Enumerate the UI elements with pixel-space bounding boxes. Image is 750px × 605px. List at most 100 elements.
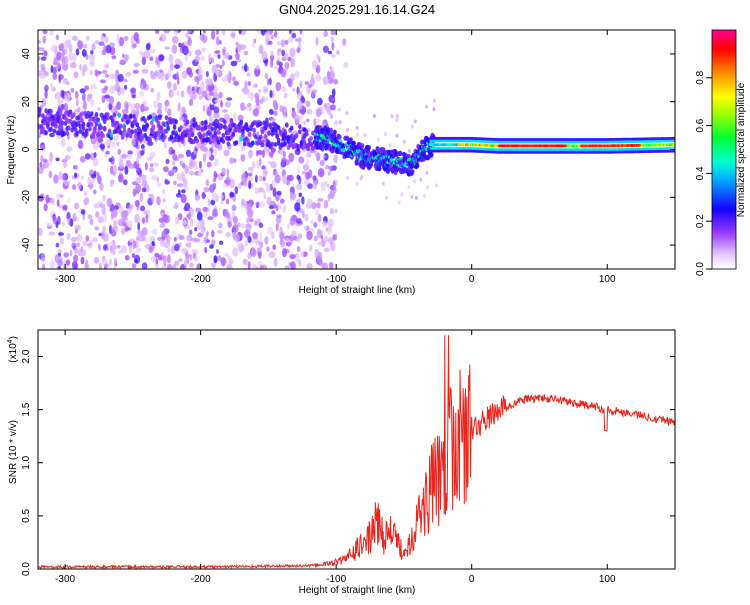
spectrogram-cell-666 xyxy=(288,152,295,161)
spectrogram-cell-763 xyxy=(213,170,218,180)
spectrogram-cell-1396 xyxy=(312,175,317,181)
spectrogram-cell-373 xyxy=(310,202,317,210)
spectrogram-cell-469 xyxy=(141,187,147,193)
spectrogram-cell-670 xyxy=(91,43,96,51)
spectrogram-cell-2049 xyxy=(301,145,305,151)
spectrogram-cell-1495 xyxy=(135,183,142,193)
spectrogram-cell-1994 xyxy=(270,141,275,147)
spectrogram-cell-1156 xyxy=(270,34,274,40)
spectrogram-cell-1225 xyxy=(262,176,266,182)
spectrogram-cell-573 xyxy=(130,87,137,94)
spectrogram-cell-1223 xyxy=(306,158,309,166)
spectrogram-cell-1657 xyxy=(88,118,92,123)
spectrogram-cell-897 xyxy=(38,40,42,44)
spectrogram-cell-522 xyxy=(232,215,238,225)
spectrogram-cell-595 xyxy=(196,143,200,150)
spectrogram-cell-1191 xyxy=(188,229,193,235)
spectrogram-cell-1346 xyxy=(248,180,252,190)
spectrogram-cell-1195 xyxy=(121,88,126,93)
spectrogram-cell-1214 xyxy=(69,61,77,69)
spectrogram-cell-715 xyxy=(251,263,257,269)
spectrogram-cell-1885 xyxy=(211,138,216,144)
spectrogram-cell-1534 xyxy=(385,195,388,200)
snr-frame xyxy=(37,329,676,570)
spectrogram-cell-896 xyxy=(113,135,120,141)
spectrogram-cell-1189 xyxy=(209,244,214,249)
spectrogram-cell-22 xyxy=(173,180,177,186)
spectrogram-cell-20 xyxy=(141,174,147,181)
spectrogram-cell-2066 xyxy=(309,141,314,147)
spectrogram-cell-1251 xyxy=(92,236,98,243)
spectrogram-cell-1064 xyxy=(187,37,192,47)
spectrogram-cell-850 xyxy=(105,150,110,155)
spectrogram-cell-1542 xyxy=(434,183,438,188)
svg-text:(x104): (x104) xyxy=(7,336,19,363)
spectrogram-cell-1417 xyxy=(141,68,149,74)
spectrogram-cell-1468 xyxy=(63,179,70,187)
spectrogram-cell-1347 xyxy=(38,166,44,174)
spectrogram-cell-1078 xyxy=(213,113,220,119)
spectrogram-cell-345 xyxy=(231,204,237,211)
spectrogram-cell-834 xyxy=(243,86,249,95)
spectrogram-cell-685 xyxy=(201,90,208,98)
spectrogram-cell-1239 xyxy=(293,114,300,124)
spectrogram-cell-1540 xyxy=(363,133,367,138)
spectrogram-cell-59 xyxy=(174,260,180,266)
spectrogram-cell-368 xyxy=(331,66,335,74)
spectrogram-cell-1489 xyxy=(117,73,124,83)
spectrogram-cell-787 xyxy=(311,93,315,98)
spectrogram-cell-1387 xyxy=(263,194,267,199)
spectrogram-cell-1133 xyxy=(296,246,301,253)
spectrogram-cell-1386 xyxy=(247,81,251,86)
spectrogram-cell-1072 xyxy=(177,102,181,113)
spectrogram-cell-891 xyxy=(297,37,302,44)
spectrogram-cell-941 xyxy=(121,153,128,159)
spectrogram-cell-1400 xyxy=(323,247,330,253)
spectrogram-cell-1136 xyxy=(123,179,128,186)
spectrogram-cell-1344 xyxy=(244,240,248,247)
spectrogram-cell-1445 xyxy=(287,36,294,43)
spectrogram-cell-828 xyxy=(104,36,109,43)
spectrogram-cell-1384 xyxy=(104,141,112,146)
spectrogram-cell-120 xyxy=(303,120,306,126)
spectrogram-cell-1524 xyxy=(423,193,426,198)
spectrogram-cell-1254 xyxy=(272,99,278,109)
spectrogram-cell-934 xyxy=(198,88,202,97)
spectrogram-cell-1633 xyxy=(75,131,79,136)
spectrogram-y-label: Frequency (Hz) xyxy=(6,116,17,185)
spectrogram-cell-1490 xyxy=(317,251,323,261)
spectrogram-cell-508 xyxy=(257,251,262,259)
spectrogram-cell-656 xyxy=(84,85,90,91)
spectrogram-cell-77 xyxy=(262,149,265,158)
spectrogram-cell-236 xyxy=(210,199,216,206)
spectrogram-cell-1053 xyxy=(282,248,287,258)
spectrogram-cell-554 xyxy=(48,231,56,236)
spectrogram-cell-710 xyxy=(319,159,325,166)
spectrogram-cell-1102 xyxy=(175,192,182,198)
spectrogram-cell-121 xyxy=(117,148,122,155)
spectrogram-cell-559 xyxy=(123,78,128,83)
spectrogram-cell-558 xyxy=(163,241,171,249)
spectrogram-cell-1051 xyxy=(55,242,60,248)
spectrogram-cell-201 xyxy=(63,102,69,112)
spectrogram-cell-322 xyxy=(89,53,95,62)
spectrogram-cell-1130 xyxy=(237,182,242,190)
spectrogram-cell-2139 xyxy=(325,140,330,145)
spectrogram-cell-2498 xyxy=(410,169,415,175)
spectrogram-cell-2004 xyxy=(276,125,281,131)
spectrogram-cell-1690 xyxy=(106,115,110,121)
spectrogram-cell-289 xyxy=(180,90,185,98)
spectrogram-cell-1066 xyxy=(50,65,54,73)
spectrogram-cell-735 xyxy=(224,253,230,257)
spectrogram-cell-253 xyxy=(271,210,276,215)
spectrogram-cell-672 xyxy=(244,229,251,239)
spectrogram-cell-2517 xyxy=(415,162,420,169)
spectrogram-cell-1002 xyxy=(74,202,79,210)
spectrogram-cell-862 xyxy=(75,48,80,56)
spectrogram-cell-1149 xyxy=(116,34,120,43)
spectrogram-cell-1257 xyxy=(159,72,166,81)
spectrogram-cell-241 xyxy=(57,248,62,255)
snr-multiplier-exp: 4 xyxy=(7,339,14,343)
spectrogram-cell-1496 xyxy=(289,47,296,58)
spectrogram-cell-1720 xyxy=(122,125,126,130)
